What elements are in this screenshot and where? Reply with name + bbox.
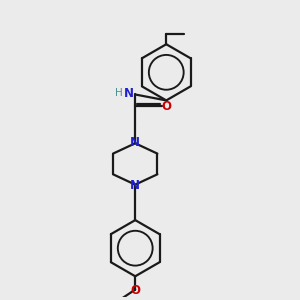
Text: O: O — [130, 284, 140, 297]
Text: N: N — [130, 136, 140, 148]
Text: H: H — [115, 88, 122, 98]
Text: N: N — [124, 87, 134, 100]
Text: O: O — [162, 100, 172, 113]
Text: N: N — [130, 179, 140, 192]
